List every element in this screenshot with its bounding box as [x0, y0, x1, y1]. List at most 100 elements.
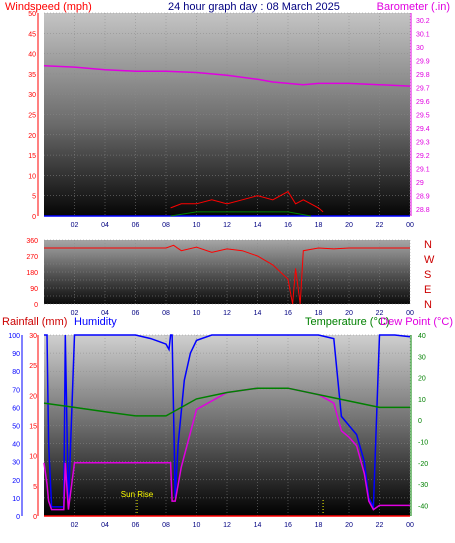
temperature-tick-label: -30 — [418, 482, 428, 489]
x-tick-label: 16 — [284, 222, 292, 229]
x-tick-label: 10 — [193, 310, 201, 317]
x-tick-label: 00 — [406, 222, 414, 229]
x-tick-label: 10 — [193, 222, 201, 229]
x-tick-label: 02 — [71, 222, 79, 229]
barometer-tick-label: 30.2 — [416, 18, 430, 25]
barometer-tick-label: 29.3 — [416, 140, 430, 147]
humidity-tick-label: 40 — [12, 442, 20, 449]
wind-barometer-axes: 0 5 10 15 20 25 30 35 40 45 50 28.8 28.9 29 29.1 29.2 29… — [28, 11, 430, 229]
direction-tick-label: 90 — [30, 286, 38, 293]
x-tick-label: 00 — [406, 522, 414, 529]
windspeed-tick-label: 35 — [28, 72, 36, 79]
page-title: 24 hour graph day : 08 March 2025 — [168, 1, 340, 13]
x-tick-label: 16 — [284, 522, 292, 529]
series-dew-point — [43, 387, 410, 417]
temperature-tick-label: 0 — [418, 418, 422, 425]
humidity-tick-label: 100 — [8, 333, 20, 340]
x-tick-label: 04 — [101, 310, 109, 317]
direction-tick-label: 0 — [34, 302, 38, 309]
compass-label: S — [424, 269, 431, 281]
x-tick-label: 12 — [223, 522, 231, 529]
x-tick-label: 12 — [223, 222, 231, 229]
temperature-tick-label: 20 — [418, 376, 426, 383]
sun-annotations: Sun Rise — [121, 490, 324, 515]
series-barometer — [43, 65, 411, 87]
x-tick-label: 12 — [223, 310, 231, 317]
x-tick-label: 10 — [193, 522, 201, 529]
humidity-tick-label: 10 — [12, 496, 20, 503]
series-temperature — [43, 387, 410, 511]
barometer-tick-label: 29.8 — [416, 72, 430, 79]
x-tick-label: 06 — [132, 222, 140, 229]
x-tick-label: 16 — [284, 310, 292, 317]
rainfall-axis-label: Rainfall (mm) — [2, 316, 67, 328]
x-tick-label: 18 — [315, 310, 323, 317]
rainfall-tick-label: 15 — [29, 424, 37, 431]
x-tick-label: 20 — [345, 522, 353, 529]
direction-tick-label: 180 — [26, 270, 38, 277]
humidity-temperature-axes: 0102030405060708090100051015202530-40-30… — [8, 333, 428, 529]
barometer-tick-label: 29 — [416, 180, 424, 187]
temperature-tick-label: 40 — [418, 333, 426, 340]
barometer-tick-label: 29.6 — [416, 99, 430, 106]
x-tick-label: 14 — [254, 310, 262, 317]
barometer-tick-label: 28.9 — [416, 194, 430, 201]
rainfall-tick-label: 20 — [29, 393, 37, 400]
x-tick-label: 06 — [132, 310, 140, 317]
sun-rise-label: Sun Rise — [121, 490, 154, 499]
windspeed-axis-label: Windspeed (mph) — [5, 1, 92, 13]
x-tick-label: 14 — [254, 222, 262, 229]
barometer-tick-label: 29.9 — [416, 58, 430, 65]
x-tick-label: 04 — [101, 222, 109, 229]
humidity-tick-label: 0 — [16, 514, 20, 521]
direction-tick-label: 360 — [26, 238, 38, 245]
barometer-tick-label: 29.7 — [416, 85, 430, 92]
windspeed-tick-label: 5 — [32, 194, 36, 201]
humidity-tick-label: 80 — [12, 369, 20, 376]
series-humidity — [44, 334, 411, 510]
windspeed-tick-label: 45 — [28, 31, 36, 38]
rainfall-tick-label: 10 — [29, 454, 37, 461]
x-tick-label: 20 — [345, 222, 353, 229]
series-wind-gust — [170, 190, 324, 213]
humidity-tick-label: 60 — [12, 405, 20, 412]
direction-tick-label: 270 — [26, 254, 38, 261]
dew-point-axis-label: Dew Point (°C) — [380, 316, 453, 328]
x-tick-label: 00 — [406, 310, 414, 317]
compass-label: W — [424, 254, 435, 266]
humidity-temperature-series — [43, 334, 411, 517]
rainfall-tick-label: 30 — [29, 333, 37, 340]
rainfall-tick-label: 25 — [29, 363, 37, 370]
temperature-axis-label: Temperature (°C) — [305, 316, 389, 328]
windspeed-tick-label: 40 — [28, 52, 36, 59]
x-tick-label: 22 — [376, 222, 384, 229]
x-tick-label: 08 — [162, 310, 170, 317]
windspeed-tick-label: 20 — [28, 133, 36, 140]
humidity-tick-label: 50 — [12, 424, 20, 431]
x-tick-label: 22 — [376, 310, 384, 317]
temperature-tick-label: 30 — [418, 354, 426, 361]
temperature-tick-label: 10 — [418, 397, 426, 404]
compass-label: N — [424, 299, 432, 311]
x-tick-label: 18 — [315, 522, 323, 529]
windspeed-tick-label: 15 — [28, 153, 36, 160]
barometer-axis-label: Barometer (.in) — [377, 1, 450, 13]
windspeed-tick-label: 50 — [28, 11, 36, 18]
rainfall-tick-label: 0 — [33, 514, 37, 521]
x-tick-label: 20 — [345, 310, 353, 317]
barometer-tick-label: 30.1 — [416, 31, 430, 38]
compass-label: N — [424, 239, 432, 251]
windspeed-tick-label: 30 — [28, 92, 36, 99]
series-wind-direction — [44, 244, 410, 305]
series-wind-speed — [170, 211, 311, 217]
x-tick-label: 08 — [162, 222, 170, 229]
barometer-tick-label: 29.5 — [416, 113, 430, 120]
x-tick-label: 04 — [101, 522, 109, 529]
x-tick-label: 22 — [376, 522, 384, 529]
humidity-tick-label: 70 — [12, 387, 20, 394]
humidity-tick-label: 90 — [12, 351, 20, 358]
x-tick-label: 08 — [162, 522, 170, 529]
windspeed-tick-label: 25 — [28, 113, 36, 120]
compass-label: E — [424, 284, 431, 296]
